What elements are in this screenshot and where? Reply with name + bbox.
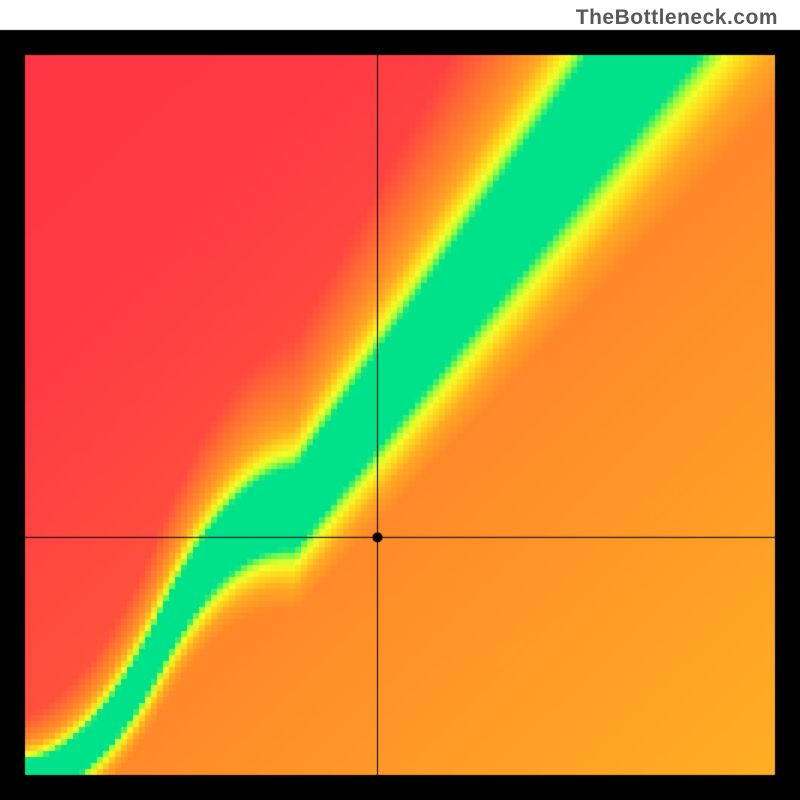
chart-container: TheBottleneck.com (0, 0, 800, 800)
watermark-text: TheBottleneck.com (576, 6, 778, 30)
bottleneck-heatmap (0, 0, 800, 800)
